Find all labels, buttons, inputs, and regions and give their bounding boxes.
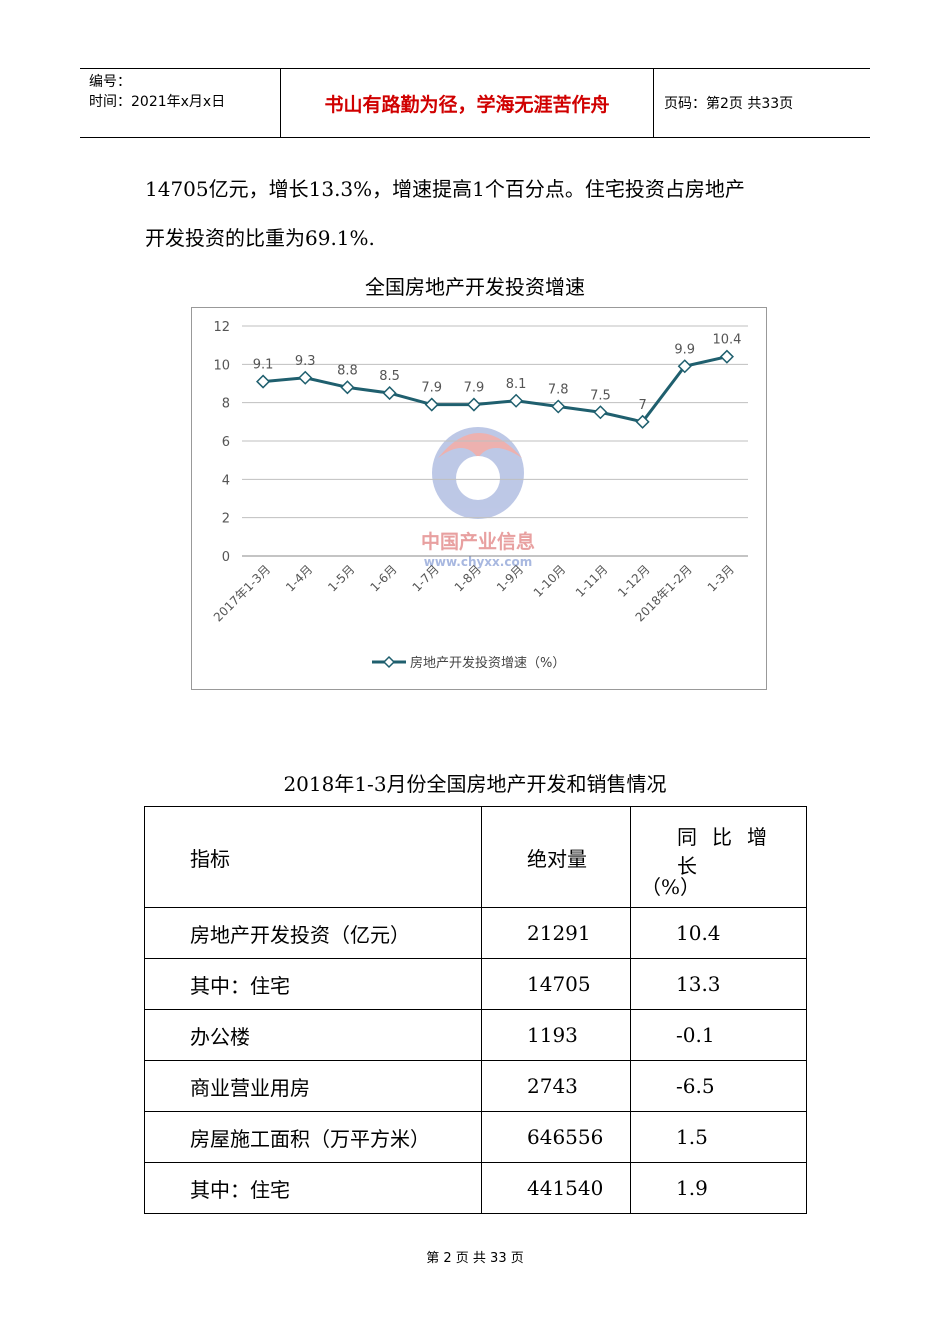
header-motto: 书山有路勤为径，学海无涯苦作舟 (281, 69, 654, 137)
paragraph-line-1: 14705亿元，增长13.3%，增速提高1个百分点。住宅投资占房地产 (145, 177, 745, 201)
data-label: 8.8 (337, 363, 358, 378)
data-point (635, 414, 650, 429)
y-tick-label: 8 (222, 397, 230, 412)
table-caption: 2018年1-3月份全国房地产开发和销售情况 (283, 772, 667, 796)
table-header-row: 指标 绝对量 同比增长 （%） (144, 806, 807, 908)
watermark-text: 中国产业信息 (421, 530, 535, 553)
row-absolute: 21291 (481, 907, 631, 959)
y-tick-label: 6 (222, 435, 230, 450)
table-row: 办公楼 1193 -0.1 (144, 1009, 807, 1061)
row-absolute: 441540 (481, 1162, 631, 1214)
row-indicator: 商业营业用房 (144, 1060, 482, 1112)
x-tick-label: 1-11月 (573, 562, 611, 600)
header-absolute: 绝对量 (481, 806, 631, 908)
data-label: 7.5 (590, 388, 611, 403)
y-tick-label: 4 (222, 473, 230, 488)
header-yoy-line2: （%） (641, 875, 701, 899)
row-yoy: -0.1 (630, 1009, 807, 1061)
data-point (593, 405, 608, 420)
x-tick-label: 2017年1-3月 (211, 562, 273, 624)
y-tick-label: 10 (213, 358, 230, 373)
line-chart: 中国产业信息 www.chyxx.com 0 2 4 6 8 10 12 2017年1-3月 1-4… (191, 307, 767, 690)
row-indicator: 房屋施工面积（万平方米） (144, 1111, 482, 1163)
number-label: 编号： (89, 74, 131, 90)
x-tick-label: 1-12月 (615, 562, 653, 600)
table-row: 其中：住宅 441540 1.9 (144, 1162, 807, 1214)
x-tick-label: 1-4月 (283, 562, 315, 594)
data-point (424, 397, 439, 412)
watermark-logo (432, 427, 524, 519)
data-label: 7 (638, 398, 646, 413)
x-tick-label: 1-10月 (531, 562, 569, 600)
row-indicator: 办公楼 (144, 1009, 482, 1061)
data-point (719, 349, 734, 364)
series-line (262, 355, 728, 424)
table-row: 房屋施工面积（万平方米） 646556 1.5 (144, 1111, 807, 1163)
row-absolute: 14705 (481, 958, 631, 1010)
watermark-url: www.chyxx.com (424, 555, 532, 569)
row-yoy: 1.5 (630, 1111, 807, 1163)
table-row: 房地产开发投资（亿元） 21291 10.4 (144, 907, 807, 959)
data-table: 指标 绝对量 同比增长 （%） 房地产开发投资（亿元） 21291 10.4 其… (144, 806, 807, 1214)
legend-label: 房地产开发投资增速（%） (410, 655, 565, 671)
data-point (256, 374, 271, 389)
chart-caption: 全国房地产开发投资增速 (365, 275, 585, 299)
row-yoy: 1.9 (630, 1162, 807, 1214)
row-indicator: 其中：住宅 (144, 1162, 482, 1214)
row-yoy: -6.5 (630, 1060, 807, 1112)
paragraph-line-2: 开发投资的比重为69.1%. (145, 226, 375, 250)
data-label: 9.3 (295, 354, 316, 369)
data-label: 9.9 (674, 342, 695, 357)
y-tick-label: 12 (213, 320, 230, 335)
chart-svg: 中国产业信息 www.chyxx.com 0 2 4 6 8 10 12 2017年1-3月 1-4… (211, 320, 748, 671)
data-point (677, 359, 692, 374)
page-header: 编号： 时间：2021年x月x日 书山有路勤为径，学海无涯苦作舟 页码：第2页 … (80, 68, 870, 138)
data-label: 8.5 (379, 369, 400, 384)
header-page-info: 页码：第2页 共33页 (664, 96, 794, 112)
x-tick-label: 1-3月 (705, 562, 737, 594)
x-tick-label: 1-6月 (367, 562, 399, 594)
data-point (382, 386, 397, 401)
data-label: 9.1 (253, 358, 274, 373)
data-label: 7.8 (548, 383, 569, 398)
page-footer: 第 2 页 共 33 页 (426, 1251, 524, 1266)
data-label: 8.1 (506, 377, 527, 392)
data-label: 7.9 (421, 381, 442, 396)
data-point (340, 380, 355, 395)
data-point (551, 399, 566, 414)
table-row: 商业营业用房 2743 -6.5 (144, 1060, 807, 1112)
data-point (466, 397, 481, 412)
y-tick-label: 0 (222, 550, 230, 565)
row-yoy: 10.4 (630, 907, 807, 959)
header-yoy-line1: 同比增长 (677, 825, 782, 878)
legend-marker (382, 655, 396, 669)
data-label: 7.9 (464, 381, 485, 396)
data-point (298, 370, 313, 385)
row-absolute: 646556 (481, 1111, 631, 1163)
data-point (509, 393, 524, 408)
row-yoy: 13.3 (630, 958, 807, 1010)
header-meta: 编号： 时间：2021年x月x日 (80, 69, 281, 137)
row-absolute: 2743 (481, 1060, 631, 1112)
header-yoy: 同比增长 （%） (630, 806, 807, 908)
data-label: 10.4 (712, 333, 741, 348)
row-indicator: 房地产开发投资（亿元） (144, 907, 482, 959)
row-indicator: 其中：住宅 (144, 958, 482, 1010)
table-row: 其中：住宅 14705 13.3 (144, 958, 807, 1010)
x-tick-label: 1-5月 (325, 562, 357, 594)
header-indicator: 指标 (144, 806, 482, 908)
row-absolute: 1193 (481, 1009, 631, 1061)
time-label: 时间：2021年x月x日 (89, 94, 226, 110)
y-tick-label: 2 (222, 512, 230, 527)
